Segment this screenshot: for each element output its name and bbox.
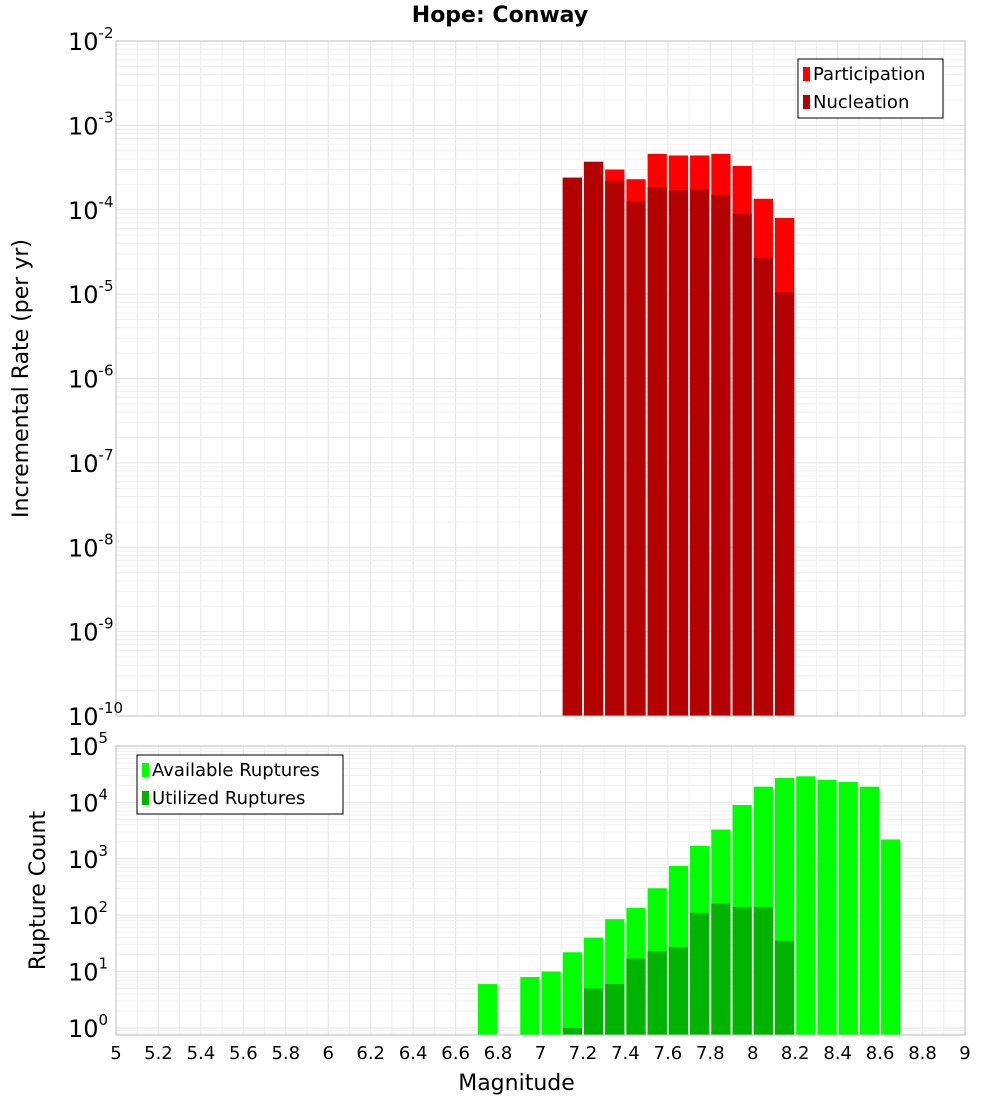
- x-tick-label: 8.8: [908, 1043, 937, 1064]
- bar-nucleation: [562, 177, 582, 716]
- x-tick-label: 8: [747, 1043, 758, 1064]
- y-tick-label: 10-10: [68, 699, 123, 731]
- x-tick-label: 8.4: [823, 1043, 852, 1064]
- y-tick-label: 10-2: [68, 24, 114, 56]
- bar-available-ruptures: [838, 781, 858, 1035]
- bar-utilized-ruptures: [562, 1027, 582, 1035]
- x-tick-label: 7: [535, 1043, 546, 1064]
- rate-plot-frame: [115, 40, 966, 717]
- bar-available-ruptures: [817, 779, 837, 1035]
- x-tick-label: 5.8: [271, 1043, 300, 1064]
- bar-utilized-ruptures: [711, 903, 731, 1035]
- bar-utilized-ruptures: [647, 951, 667, 1035]
- bar-nucleation: [647, 187, 667, 716]
- rate-plot-legend: Participation Nucleation: [797, 58, 944, 119]
- count-plot-y-label: Rupture Count: [26, 811, 51, 971]
- y-tick-label: 10-8: [68, 530, 114, 562]
- legend-entry: Available Ruptures: [152, 760, 320, 781]
- y-tick-label: 103: [68, 842, 108, 874]
- legend-entry: Nucleation: [813, 92, 909, 113]
- count-plot-bars: [477, 776, 901, 1035]
- y-tick-label: 10-5: [68, 277, 114, 309]
- count-plot-legend: Available Ruptures Utilized Ruptures: [136, 754, 344, 815]
- y-tick-label: 10-4: [68, 193, 114, 225]
- rate-plot-grid: [115, 40, 966, 717]
- legend-entry: Participation: [813, 64, 925, 85]
- bar-nucleation: [753, 257, 773, 716]
- y-tick-label: 105: [68, 729, 108, 761]
- bar-utilized-ruptures: [753, 906, 773, 1035]
- x-tick-label: 6.6: [441, 1043, 470, 1064]
- bar-nucleation: [583, 161, 604, 716]
- legend-swatch: [142, 791, 149, 805]
- bar-utilized-ruptures: [732, 906, 752, 1035]
- bar-nucleation: [626, 201, 646, 716]
- x-tick-label: 7.8: [696, 1043, 725, 1064]
- rate-plot-y-ticks: 10-10 10-9 10-8 10-7 10-6 10-5 10-4 10-3 10-2: [68, 24, 123, 731]
- bar-available-ruptures: [881, 839, 901, 1035]
- x-tick-label: 5.6: [229, 1043, 258, 1064]
- bar-nucleation: [605, 180, 625, 716]
- bar-available-ruptures: [541, 971, 561, 1035]
- bar-utilized-ruptures: [605, 984, 625, 1035]
- bar-nucleation: [732, 213, 752, 717]
- count-plot-frame: [115, 745, 966, 1036]
- bar-nucleation: [774, 292, 795, 716]
- y-tick-label: 10-6: [68, 362, 114, 394]
- x-tick-label: 5.2: [144, 1043, 173, 1064]
- y-tick-label: 101: [68, 955, 108, 987]
- bar-nucleation: [711, 194, 731, 716]
- count-plot-x-ticks: 5 5.2 5.4 5.6 5.8 6 6.2 6.4 6.6 6.8 7 7.2 7.4 7.6 7.8 8…: [110, 1043, 970, 1064]
- bar-utilized-ruptures: [690, 912, 710, 1035]
- x-tick-label: 6.2: [356, 1043, 385, 1064]
- chart-title: Hope: Conway: [412, 3, 588, 28]
- x-tick-label: 5: [110, 1043, 121, 1064]
- bar-available-ruptures: [477, 984, 498, 1035]
- x-tick-label: 6.8: [484, 1043, 513, 1064]
- bar-available-ruptures: [796, 776, 816, 1035]
- x-tick-label: 8.2: [781, 1043, 810, 1064]
- bar-available-ruptures: [859, 786, 880, 1035]
- bar-available-ruptures: [562, 952, 582, 1035]
- x-tick-label: 6: [323, 1043, 334, 1064]
- bar-utilized-ruptures: [668, 947, 689, 1035]
- y-tick-label: 10-9: [68, 615, 114, 647]
- x-tick-label: 8.6: [866, 1043, 895, 1064]
- y-tick-label: 10-3: [68, 108, 114, 140]
- y-tick-label: 102: [68, 898, 108, 930]
- y-tick-label: 10-7: [68, 446, 114, 478]
- legend-swatch: [803, 67, 810, 81]
- rate-plot: 10-10 10-9 10-8 10-7 10-6 10-5 10-4 10-3 10-2 In…: [9, 24, 966, 731]
- legend-box: [136, 754, 344, 815]
- bar-nucleation: [690, 189, 710, 717]
- legend-swatch: [142, 763, 149, 777]
- rate-plot-bars: [562, 153, 795, 717]
- bar-utilized-ruptures: [583, 988, 604, 1035]
- y-tick-label: 100: [68, 1011, 108, 1043]
- x-tick-label: 5.4: [187, 1043, 216, 1064]
- y-tick-label: 104: [68, 785, 108, 817]
- bar-utilized-ruptures: [774, 940, 795, 1035]
- legend-box: [797, 58, 944, 119]
- x-axis-label: Magnitude: [458, 1071, 575, 1096]
- bar-utilized-ruptures: [626, 958, 646, 1035]
- count-plot: 100 101 102 103 104 105 5 5.2 5.4 5.6 5.8 6 6.2 6.4 6…: [26, 729, 971, 1096]
- x-tick-label: 7.4: [611, 1043, 640, 1064]
- bar-available-ruptures: [520, 977, 540, 1035]
- x-tick-label: 6.4: [399, 1043, 428, 1064]
- legend-swatch: [803, 95, 810, 109]
- x-tick-label: 7.2: [569, 1043, 598, 1064]
- bar-nucleation: [668, 190, 689, 716]
- count-plot-y-ticks: 100 101 102 103 104 105: [68, 729, 108, 1043]
- x-tick-label: 7.6: [654, 1043, 683, 1064]
- rate-plot-y-label: Incremental Rate (per yr): [9, 239, 34, 518]
- x-tick-label: 9: [959, 1043, 970, 1064]
- legend-entry: Utilized Ruptures: [152, 788, 305, 809]
